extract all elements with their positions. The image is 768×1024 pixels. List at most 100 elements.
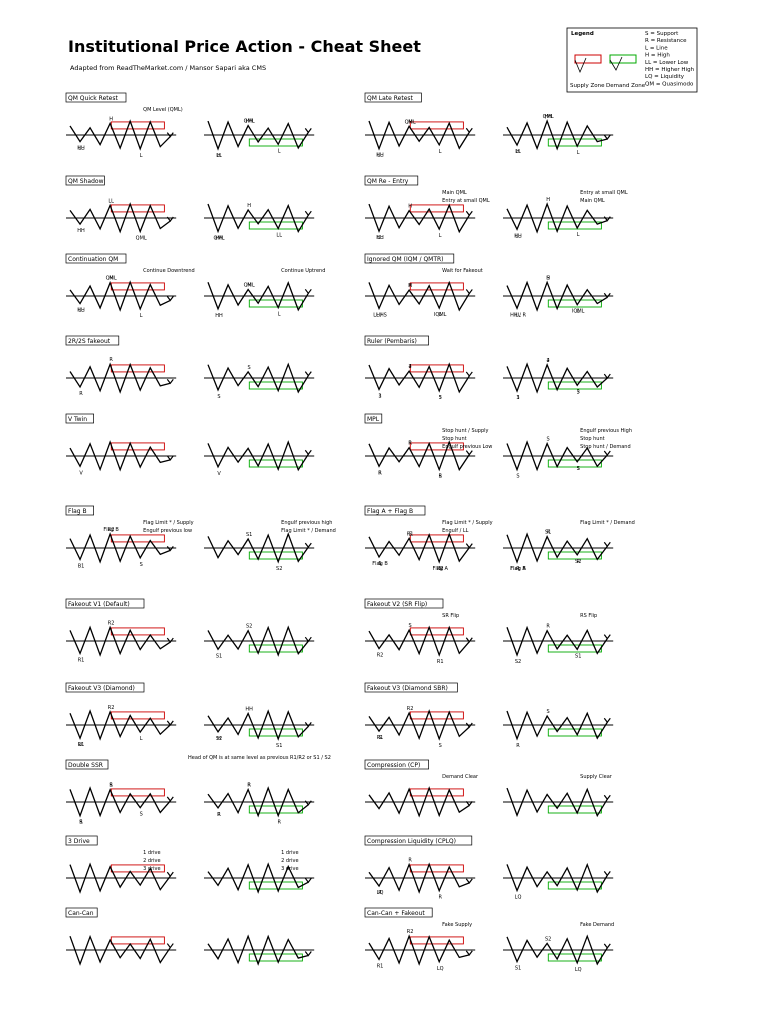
point-label: LL — [78, 308, 84, 314]
point-label: V — [79, 470, 83, 476]
arrow-head — [166, 378, 174, 385]
panel-title: Fakeout V3 (Diamond SBR) — [367, 685, 448, 692]
point-label: R — [408, 441, 412, 447]
legend-item: LQ = Liquidity — [645, 74, 685, 80]
price-path — [69, 280, 171, 312]
point-label: Flag B — [510, 566, 526, 572]
point-label: S — [547, 275, 550, 281]
panel-title-box — [364, 682, 458, 693]
arrow-head — [603, 292, 611, 299]
zone — [409, 711, 464, 720]
point-label: R — [378, 890, 382, 896]
panel: V Twin V V — [65, 413, 315, 477]
price-path — [207, 625, 309, 657]
arrow-head — [304, 288, 312, 295]
point-label: 1 — [516, 395, 519, 401]
price-path — [368, 934, 470, 966]
point-label: R — [408, 858, 412, 864]
zone — [409, 364, 464, 373]
point-label: L — [140, 153, 143, 159]
arrow-head — [166, 546, 174, 552]
point-label: H — [217, 736, 221, 742]
zone — [409, 864, 464, 873]
price-path — [506, 202, 608, 234]
point-label: HH — [376, 312, 384, 318]
panel-title: Can-Can + Fakeout — [367, 910, 425, 917]
arrow-head — [603, 871, 611, 877]
arrow-head — [166, 871, 174, 878]
arrow-head — [304, 449, 312, 456]
panel-title-box — [65, 92, 127, 103]
point-label: S — [516, 474, 519, 480]
price-path — [506, 934, 608, 966]
point-label: R — [408, 441, 412, 447]
legend-icon — [574, 57, 587, 74]
point-label: LL — [78, 742, 84, 748]
panel-title: Fakeout V3 (Diamond) — [68, 685, 135, 692]
legend-icon — [609, 56, 623, 71]
annotation: 1 drive — [143, 850, 160, 856]
zone — [409, 282, 464, 291]
annotation: 3 drive — [143, 866, 160, 872]
legend-item: HH = Higher High — [645, 67, 695, 73]
arrow-head — [465, 801, 473, 807]
legend-box — [566, 27, 698, 93]
arrow-head — [603, 134, 611, 141]
point-label: S — [79, 820, 82, 826]
panel: Fakeout V2 (SR Flip) SR Flip S R1 R2 RS Flip R… — [364, 598, 614, 665]
point-label: H — [546, 197, 550, 203]
price-path — [69, 202, 171, 234]
point-label: H — [247, 203, 251, 209]
point-label: R — [438, 474, 442, 480]
point-label: R2 — [407, 929, 414, 935]
point-label: R1 — [78, 742, 85, 748]
point-label: S — [439, 743, 442, 749]
point-label: QML — [214, 235, 225, 241]
annotation: Head of QM is at same level as previous … — [188, 755, 331, 761]
point-label: S — [140, 812, 143, 818]
zone — [110, 788, 165, 797]
price-path — [368, 532, 470, 564]
arrow-head — [304, 636, 312, 643]
panel-title: V Twin — [68, 416, 87, 423]
price-path — [207, 786, 309, 818]
point-label: Flag B — [103, 527, 119, 533]
point-label: S2 — [246, 624, 252, 630]
point-label: L — [140, 313, 143, 319]
panel-title-box — [65, 598, 145, 609]
zone — [110, 627, 165, 636]
point-label: LL — [377, 153, 383, 159]
arrow-head — [166, 132, 174, 138]
price-path — [506, 625, 608, 657]
point-label: R1 — [78, 657, 85, 663]
point-label: HH — [245, 119, 253, 125]
point-label: QML — [405, 119, 416, 125]
zone — [110, 204, 165, 213]
panel-title: Compression (CP) — [367, 762, 420, 769]
annotation: SR Flip — [442, 613, 459, 619]
price-path — [69, 362, 171, 394]
panel-title-box — [364, 759, 429, 770]
point-label: Flag B — [372, 561, 388, 567]
price-path — [207, 362, 309, 394]
annotation: Fake Demand — [580, 922, 614, 928]
point-label: S — [378, 561, 381, 567]
arrow-head — [304, 722, 312, 728]
zone — [547, 459, 602, 468]
arrow-head — [603, 634, 611, 640]
annotation: Fake Supply — [442, 922, 472, 928]
point-label: R — [516, 743, 520, 749]
arrow-head — [465, 127, 473, 134]
point-label: Flag A — [510, 566, 526, 572]
price-path — [207, 281, 309, 312]
price-path — [506, 532, 608, 564]
point-label: S1 — [216, 653, 222, 659]
arrow-head — [465, 950, 473, 956]
price-path — [506, 119, 608, 151]
price-path — [69, 934, 171, 966]
